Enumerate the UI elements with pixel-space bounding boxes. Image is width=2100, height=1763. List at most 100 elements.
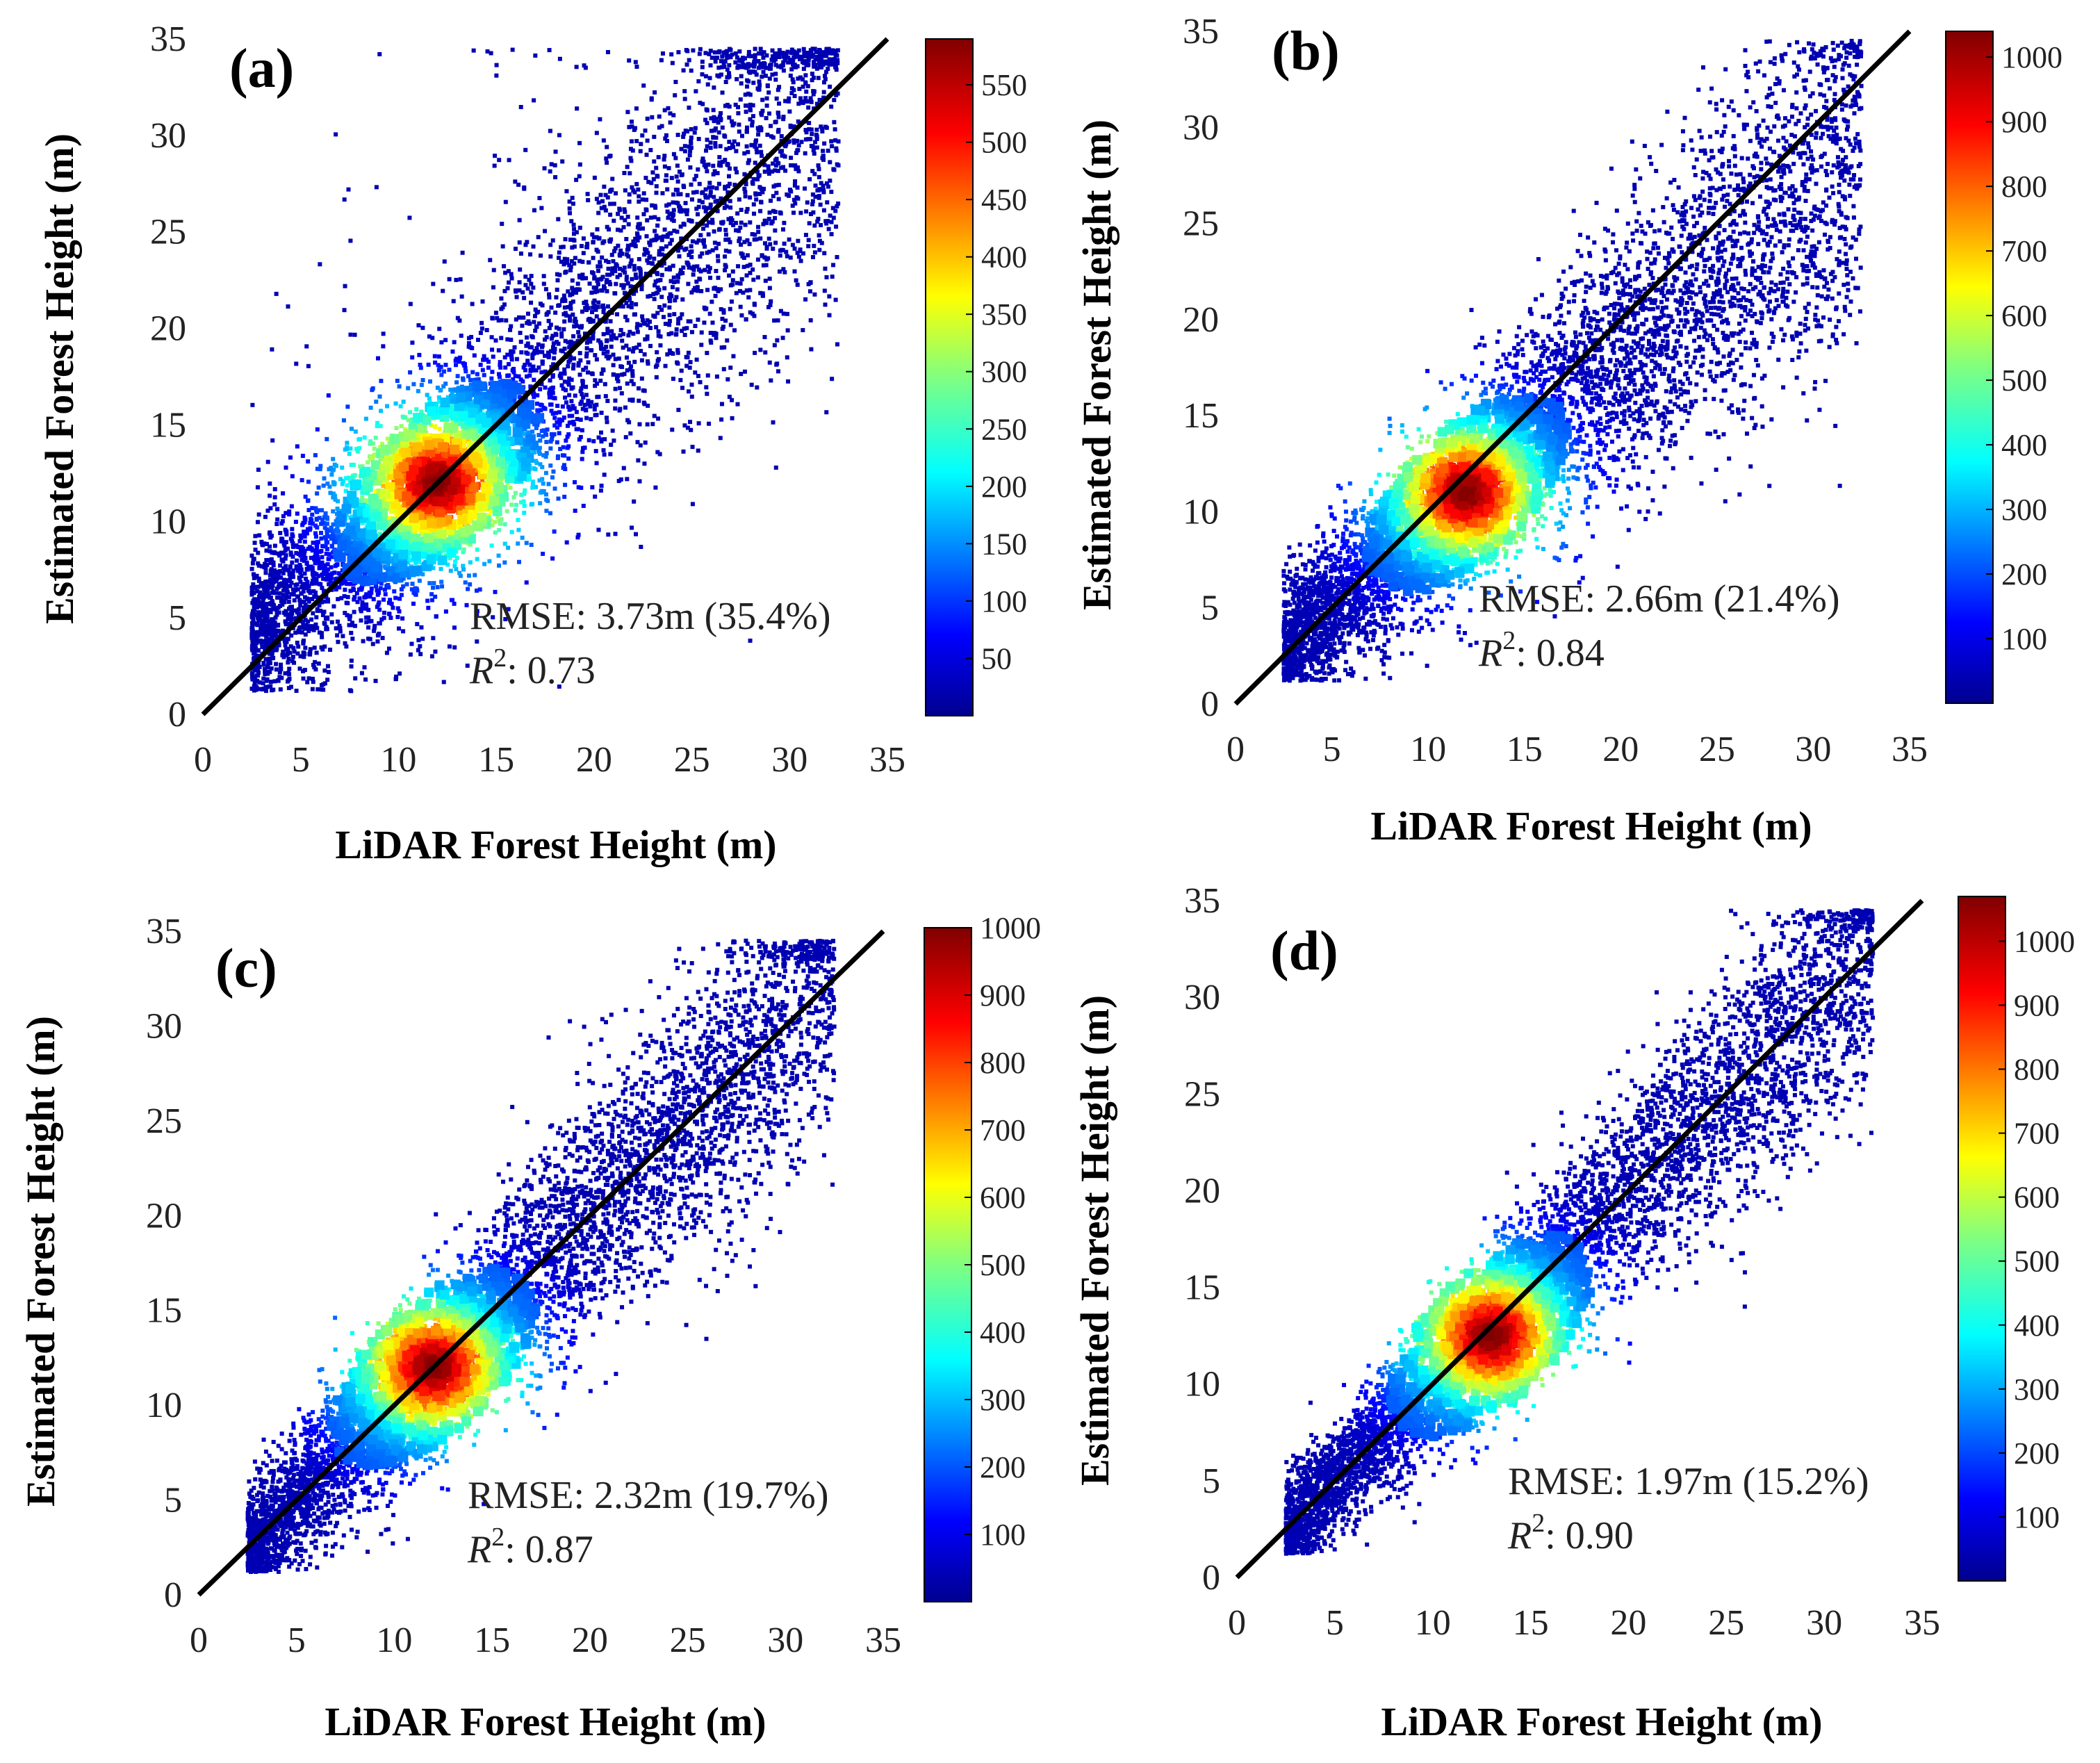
scatter-point: [773, 158, 778, 163]
scatter-point: [641, 191, 646, 196]
scatter-point: [779, 65, 784, 69]
scatter-point: [787, 237, 791, 242]
scatter-point: [326, 599, 331, 604]
scatter-point: [541, 551, 545, 556]
scatter-point: [638, 269, 643, 274]
scatter-point: [788, 123, 793, 128]
scatter-point: [687, 58, 691, 63]
scatter-point: [756, 224, 761, 229]
scatter-point: [618, 266, 623, 271]
scatter-point: [581, 395, 586, 400]
scatter-point: [630, 371, 635, 376]
scatter-point: [694, 89, 698, 94]
scatter-point: [668, 120, 673, 125]
scatter-point: [325, 664, 330, 669]
scatter-point: [769, 221, 774, 226]
scatter-point: [559, 334, 564, 339]
scatter-point: [327, 552, 331, 557]
scatter-point: [609, 329, 614, 334]
scatter-point: [432, 581, 436, 586]
scatter-point: [498, 360, 502, 365]
scatter-point: [468, 560, 473, 565]
scatter-point: [511, 495, 516, 500]
scatter-point: [609, 269, 614, 274]
scatter-point: [502, 355, 507, 360]
scatter-point: [786, 60, 791, 65]
scatter-point: [322, 476, 327, 481]
scatter-point: [313, 590, 318, 595]
scatter-point: [358, 464, 363, 469]
scatter-point: [270, 633, 274, 638]
scatter-point: [452, 645, 457, 650]
scatter-point: [728, 205, 733, 210]
scatter-point: [748, 102, 753, 107]
scatter-point: [458, 573, 463, 578]
scatter-point: [493, 154, 498, 158]
scatter-point: [511, 377, 516, 382]
scatter-point: [549, 305, 554, 310]
scatter-point: [723, 268, 728, 272]
scatter-point: [349, 427, 354, 432]
scatter-point: [563, 338, 568, 343]
scatter-point: [485, 49, 490, 54]
scatter-point: [535, 393, 540, 397]
scatter-point: [686, 281, 691, 286]
scatter-point: [748, 117, 753, 122]
scatter-point: [316, 573, 321, 578]
scatter-point: [807, 289, 812, 294]
scatter-point: [268, 621, 272, 626]
scatter-point: [822, 80, 827, 85]
scatter-point: [688, 249, 693, 254]
scatter-point: [626, 333, 631, 338]
scatter-point: [596, 211, 601, 215]
scatter-point: [319, 530, 324, 535]
scatter-point: [297, 630, 302, 634]
scatter-point: [306, 546, 311, 551]
scatter-point: [416, 638, 421, 643]
scatter-point: [807, 127, 812, 132]
scatter-point: [746, 54, 751, 58]
scatter-point: [287, 595, 292, 600]
scatter-point: [759, 200, 764, 205]
scatter-point: [682, 131, 687, 136]
scatter-point: [745, 253, 750, 258]
scatter-point: [776, 318, 780, 323]
scatter-point: [331, 457, 336, 461]
scatter-point: [377, 607, 382, 612]
scatter-point: [753, 161, 757, 165]
scatter-point: [773, 240, 778, 245]
scatter-point: [664, 203, 669, 208]
scatter-point: [669, 238, 674, 243]
scatter-point: [805, 99, 810, 104]
scatter-point: [562, 346, 567, 351]
scatter-point: [315, 466, 320, 471]
scatter-point: [675, 279, 680, 284]
scatter-point: [286, 304, 290, 309]
scatter-point: [738, 281, 743, 286]
scatter-point: [714, 56, 719, 60]
scatter-point: [545, 350, 550, 355]
scatter-point: [272, 550, 277, 555]
scatter-point: [290, 534, 295, 539]
scatter-point: [552, 486, 557, 491]
scatter-point: [408, 652, 413, 657]
scatter-point: [625, 477, 630, 482]
scatter-point: [530, 482, 535, 486]
scatter-point: [754, 197, 759, 202]
scatter-point: [521, 365, 526, 370]
scatter-point: [505, 352, 510, 357]
scatter-point: [571, 334, 576, 338]
scatter-point: [503, 616, 508, 621]
scatter-point: [293, 630, 298, 635]
scatter-point: [536, 235, 541, 240]
scatter-point: [327, 582, 331, 587]
scatter-point: [492, 163, 497, 168]
scatter-point: [756, 229, 761, 234]
scatter-point: [547, 48, 552, 53]
scatter-point: [256, 576, 261, 581]
scatter-point: [363, 677, 368, 682]
scatter-point: [313, 523, 318, 528]
scatter-point: [604, 156, 609, 161]
scatter-point: [828, 160, 832, 165]
scatter-point: [744, 182, 748, 187]
